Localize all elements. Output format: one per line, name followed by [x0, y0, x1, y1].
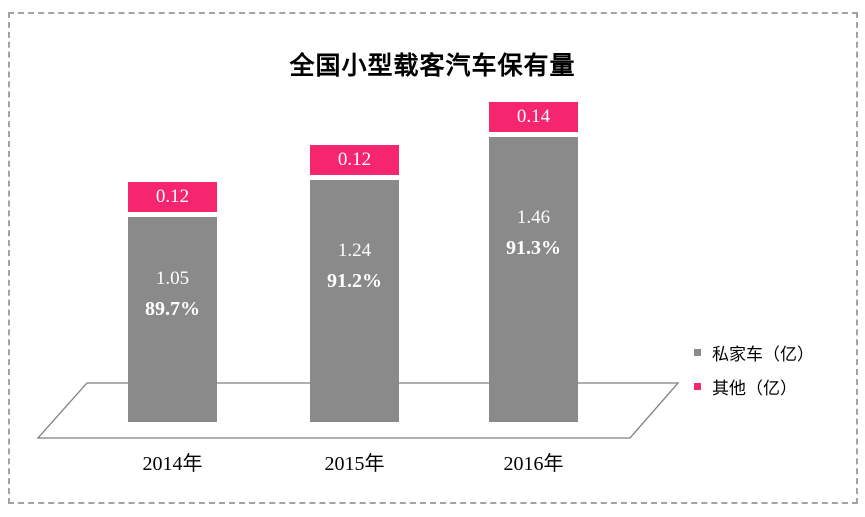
private-value-label: 1.05 [155, 268, 190, 290]
bar-2014-segment-private: 1.05 89.7% [128, 217, 217, 422]
legend-label-private: 私家车（亿） [712, 345, 814, 364]
private-labels: 1.24 91.2% [310, 236, 399, 296]
private-labels: 1.05 89.7% [128, 264, 217, 324]
x-axis-label-2015: 2015年 [324, 453, 385, 475]
bar-2014: 0.12 1.05 89.7% [128, 182, 217, 422]
legend-label-other: 其他（亿） [712, 379, 797, 398]
bar-2015: 0.12 1.24 91.2% [310, 145, 399, 422]
legend-swatch-private-icon [694, 349, 701, 356]
legend-item-private: 私家车（亿） [694, 340, 814, 365]
private-percent-label: 91.2% [327, 269, 382, 292]
legend-swatch-other-icon [694, 383, 701, 390]
other-value-label: 0.12 [155, 186, 190, 207]
x-axis-label-2014: 2014年 [142, 453, 203, 475]
legend: 私家车（亿） 其他（亿） [694, 340, 814, 399]
private-value-label: 1.46 [516, 206, 551, 228]
private-percent-label: 91.3% [506, 236, 561, 259]
chart-title: 全国小型载客汽车保有量 [289, 53, 576, 80]
bar-2015-segment-private: 1.24 91.2% [310, 180, 399, 422]
x-axis-label-2016: 2016年 [503, 453, 564, 475]
bar-2014-segment-other: 0.12 [128, 182, 217, 212]
private-percent-label: 89.7% [145, 298, 200, 321]
private-labels: 1.46 91.3% [489, 203, 578, 263]
bar-2016-segment-private: 1.46 91.3% [489, 137, 578, 422]
bar-2015-segment-other: 0.12 [310, 145, 399, 175]
floor-parallelogram [36, 382, 680, 439]
other-value-label: 0.12 [337, 149, 372, 170]
other-value-label: 0.14 [516, 106, 551, 127]
legend-item-other: 其他（亿） [694, 374, 814, 399]
private-value-label: 1.24 [337, 239, 372, 261]
bar-2016-segment-other: 0.14 [489, 102, 578, 132]
bar-2016: 0.14 1.46 91.3% [489, 102, 578, 422]
